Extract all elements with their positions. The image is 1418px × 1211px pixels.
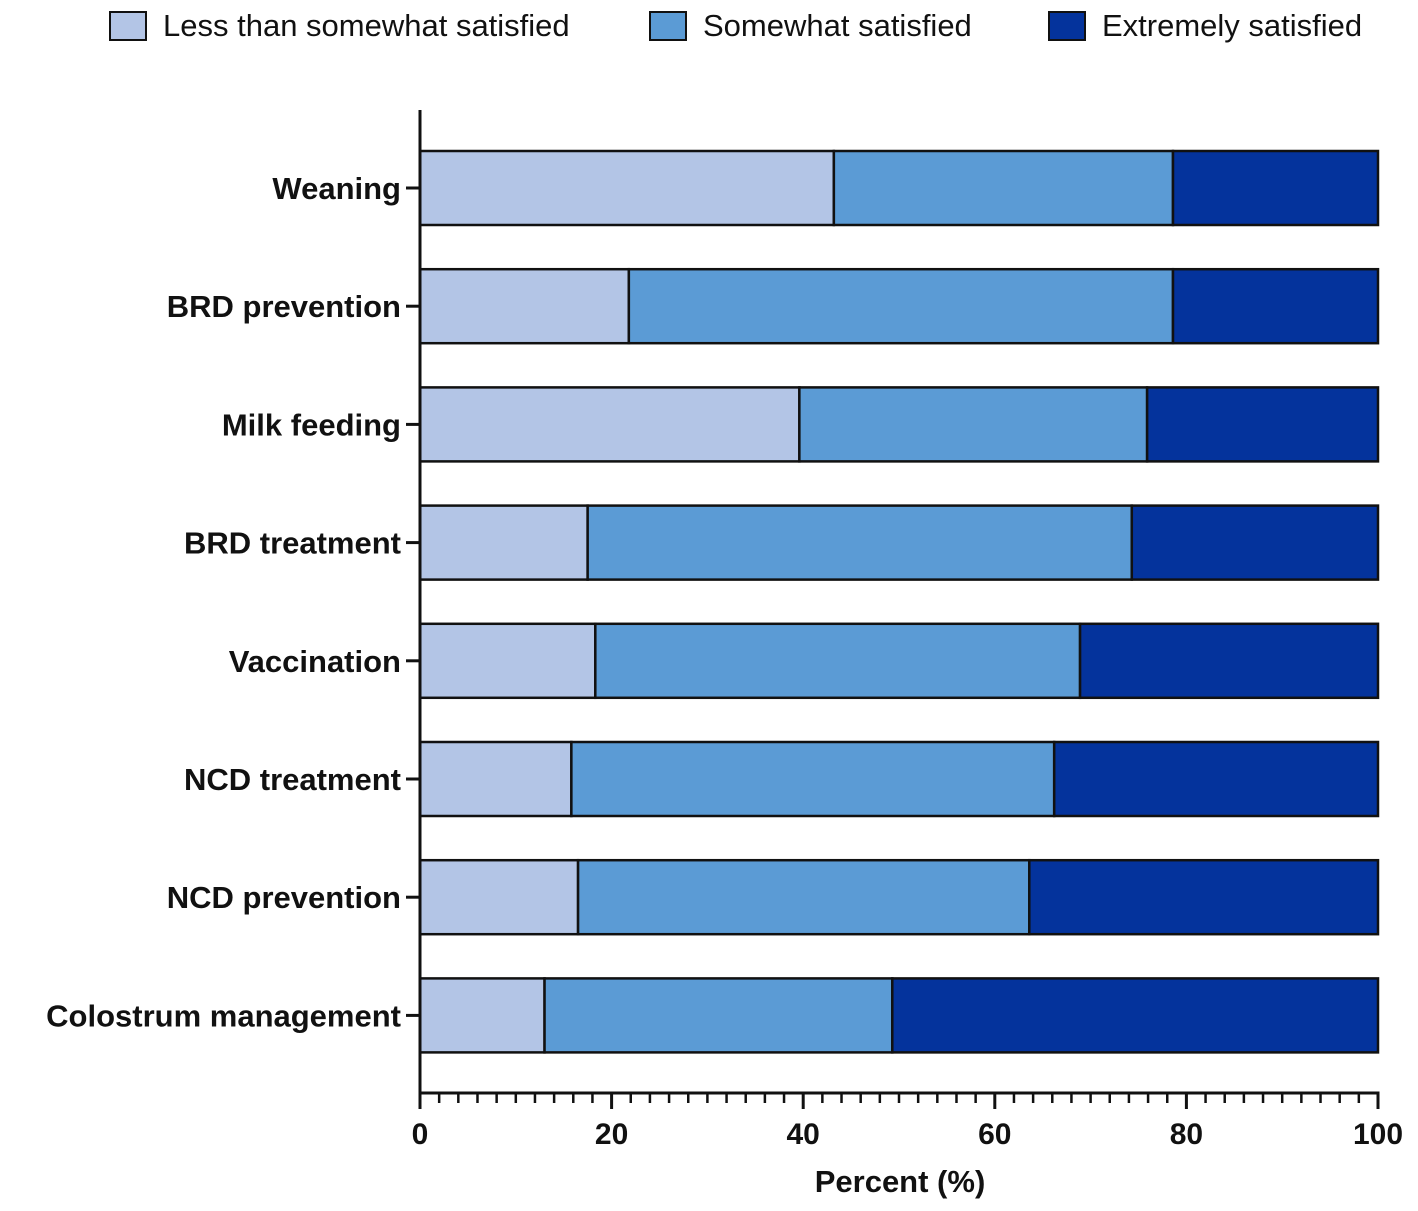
bar-brd-prevention-somewhat-satisfied	[627, 267, 1175, 345]
y-tick-label-vaccination: Vaccination	[229, 644, 401, 679]
bar-brd-prevention-less-than-somewhat-satisfied	[418, 267, 631, 345]
y-tick-label-milk-feeding: Milk feeding	[222, 407, 401, 442]
bar-brd-treatment-less-than-somewhat-satisfied	[418, 504, 589, 581]
plot-area	[418, 149, 1380, 1054]
x-tick-label: 60	[978, 1118, 1011, 1151]
bar-brd-treatment-somewhat-satisfied	[586, 504, 1134, 581]
legend-label-less-than-somewhat-satisfied: Less than somewhat satisfied	[163, 8, 570, 43]
bar-group-brd-prevention	[418, 267, 1380, 345]
bar-ncd-treatment-less-than-somewhat-satisfied	[418, 740, 573, 818]
bar-brd-prevention-extremely-satisfied	[1171, 267, 1380, 345]
bar-weaning-somewhat-satisfied	[832, 149, 1175, 227]
x-axis-title: Percent (%)	[815, 1164, 986, 1199]
legend-swatch-somewhat-satisfied	[649, 11, 687, 41]
y-tick-label-weaning: Weaning	[272, 171, 401, 206]
x-tick-label: 20	[595, 1118, 628, 1151]
bar-colostrum-management-extremely-satisfied	[891, 977, 1380, 1054]
y-tick-label-ncd-treatment: NCD treatment	[184, 762, 401, 797]
bar-group-ncd-treatment	[418, 740, 1380, 818]
bar-colostrum-management-somewhat-satisfied	[543, 977, 894, 1054]
bar-ncd-treatment-extremely-satisfied	[1052, 740, 1380, 818]
bar-group-weaning	[418, 149, 1380, 227]
bar-milk-feeding-less-than-somewhat-satisfied	[418, 386, 801, 463]
bar-weaning-less-than-somewhat-satisfied	[418, 149, 836, 227]
y-axis: Weaning BRD prevention Milk feeding BRD tre…	[46, 110, 422, 1093]
x-tick-label: 80	[1170, 1118, 1203, 1151]
legend-swatch-extremely-satisfied	[1048, 11, 1086, 41]
bar-group-ncd-prevention	[418, 858, 1380, 936]
bar-group-vaccination	[418, 622, 1380, 700]
bar-vaccination-less-than-somewhat-satisfied	[418, 622, 597, 700]
legend: Less than somewhat satisfied Somewhat sat…	[109, 8, 1362, 43]
bar-group-milk-feeding	[418, 386, 1380, 463]
bar-brd-treatment-extremely-satisfied	[1130, 504, 1380, 581]
bar-weaning-extremely-satisfied	[1171, 149, 1380, 227]
bar-group-colostrum-management	[418, 977, 1380, 1054]
bar-milk-feeding-extremely-satisfied	[1145, 386, 1380, 463]
bar-ncd-prevention-less-than-somewhat-satisfied	[418, 858, 580, 936]
bar-colostrum-management-less-than-somewhat-satisfied	[418, 977, 546, 1054]
x-tick-label: 40	[787, 1118, 820, 1151]
bar-vaccination-somewhat-satisfied	[594, 622, 1082, 700]
bar-group-brd-treatment	[418, 504, 1380, 581]
bar-ncd-prevention-extremely-satisfied	[1028, 858, 1380, 936]
y-tick-label-brd-prevention: BRD prevention	[167, 289, 401, 324]
legend-swatch-less-than-somewhat-satisfied	[109, 11, 147, 41]
x-tick-label: 0	[412, 1118, 429, 1151]
y-tick-label-colostrum-management: Colostrum management	[46, 998, 401, 1033]
bar-milk-feeding-somewhat-satisfied	[798, 386, 1149, 463]
bar-vaccination-extremely-satisfied	[1078, 622, 1380, 700]
bar-ncd-prevention-somewhat-satisfied	[576, 858, 1031, 936]
legend-label-somewhat-satisfied: Somewhat satisfied	[703, 8, 972, 43]
y-tick-label-ncd-prevention: NCD prevention	[167, 880, 401, 915]
bar-ncd-treatment-somewhat-satisfied	[570, 740, 1056, 818]
legend-label-extremely-satisfied: Extremely satisfied	[1102, 8, 1362, 43]
x-axis: 0 20 40 60 80 100	[412, 1091, 1403, 1151]
x-tick-label: 100	[1353, 1118, 1403, 1151]
y-tick-label-brd-treatment: BRD treatment	[184, 526, 401, 561]
